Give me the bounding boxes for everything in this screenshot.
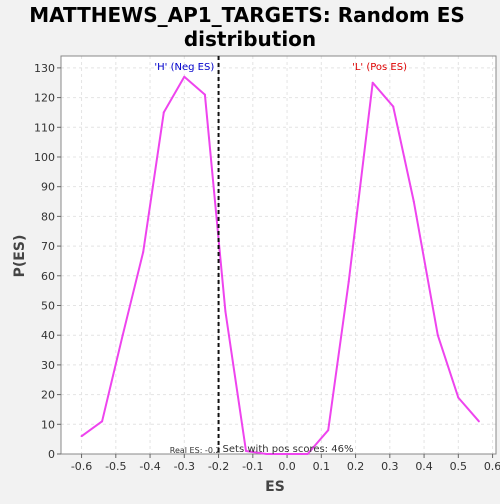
chart-title-line2: distribution [184,27,316,51]
data-point-0-9 [265,453,268,455]
y-tick-label-0: 0 [48,448,55,461]
data-point-0-14 [371,81,374,84]
data-point-0-15 [392,105,395,108]
x-tick-label-12: 0.6 [484,460,500,473]
x-tick-label-8: 0.2 [347,460,365,473]
y-tick-label-4: 40 [41,329,55,342]
y-tick-label-10: 100 [34,151,55,164]
real-es-label: Real ES: -0.2 [170,446,221,455]
x-tick-label-1: -0.5 [105,460,126,473]
data-point-0-10 [286,453,289,455]
y-tick-label-8: 80 [41,210,55,223]
data-point-0-6 [203,93,206,96]
x-tick-label-11: 0.5 [450,460,468,473]
x-tick-label-2: -0.4 [139,460,160,473]
data-point-0-3 [142,251,145,254]
data-point-0-8 [244,450,247,453]
y-tick-label-12: 120 [34,92,55,105]
y-tick-label-1: 10 [41,418,55,431]
data-point-0-2 [121,334,124,337]
x-tick-label-6: 0.0 [278,460,296,473]
plot-layer: -0.6 -0.5 -0.4 -0.3 -0.2 -0.1 0.0 0.1 0.2 0.3 0.4 0… [34,55,500,473]
pos-es-label: 'L' (Pos ES) [352,62,407,73]
x-tick-label-5: -0.1 [242,460,263,473]
data-point-0-11 [306,453,309,455]
data-point-0-0 [80,435,83,438]
y-tick-label-9: 90 [41,181,55,194]
data-point-0-16 [412,200,415,203]
x-tick-label-0: -0.6 [71,460,92,473]
y-tick-label-13: 130 [34,62,55,75]
x-tick-label-7: 0.1 [313,460,331,473]
series-line-0 [81,75,480,455]
y-tick-label-5: 50 [41,299,55,312]
y-tick-label-3: 30 [41,359,55,372]
y-tick-label-11: 110 [34,121,55,134]
data-point-0-4 [162,111,165,114]
x-tick-label-3: -0.3 [174,460,195,473]
data-point-0-17 [436,334,439,337]
neg-es-label: 'H' (Neg ES) [154,62,214,73]
data-point-0-13 [347,280,350,283]
x-tick-label-10: 0.4 [415,460,433,473]
data-point-0-5 [183,75,186,78]
data-point-0-7 [224,310,227,313]
data-point-0-18 [457,396,460,399]
data-point-0-12 [327,429,330,432]
x-tick-label-9: 0.3 [381,460,399,473]
y-axis-label: P(ES) [12,235,28,278]
pos-scores-annotation: Sets with pos scores: 46% [223,444,354,455]
data-point-0-19 [477,420,480,423]
x-axis-label: ES [265,479,285,495]
chart-title-line1: MATTHEWS_AP1_TARGETS: Random ES [29,3,465,27]
x-tick-label-4: -0.2 [208,460,229,473]
y-tick-label-6: 60 [41,270,55,283]
data-point-0-1 [101,420,104,423]
y-tick-label-7: 70 [41,240,55,253]
y-tick-label-2: 20 [41,389,55,402]
